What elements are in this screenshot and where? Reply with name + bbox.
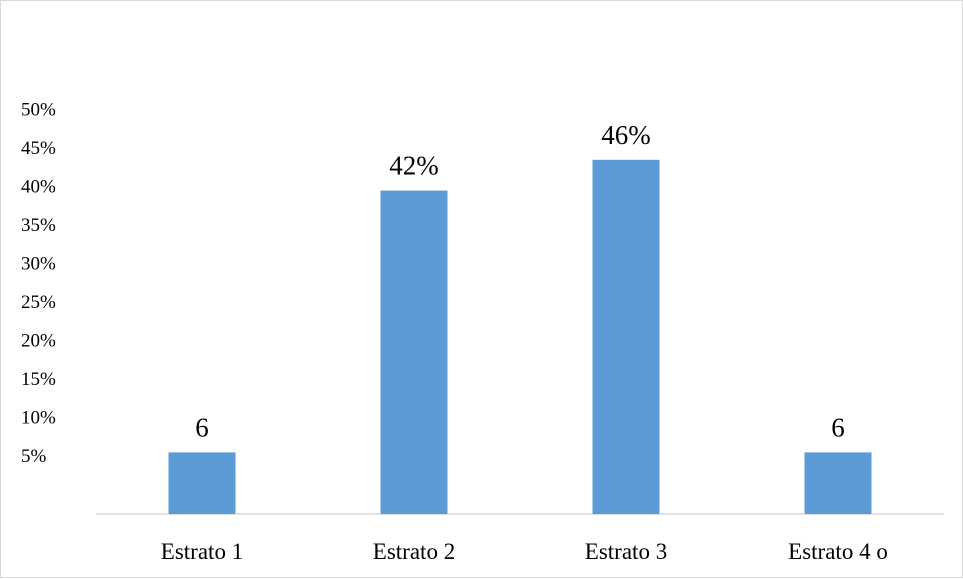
category-label: Estrato 1 (161, 539, 243, 564)
data-label: 6 (195, 412, 209, 442)
y-tick-label: 30% (21, 253, 56, 274)
category-label: Estrato 2 (373, 539, 455, 564)
y-tick-label: 50% (21, 99, 56, 120)
y-tick-label: 10% (21, 407, 56, 428)
y-tick-label: 15% (21, 369, 56, 390)
bar (592, 159, 660, 515)
category-labels: Estrato 1 Estrato 2 Estrato 3 Estrato 4 o (161, 539, 888, 564)
category-label: Estrato 3 (585, 539, 667, 564)
y-tick-label: 20% (21, 330, 56, 351)
bar (380, 190, 448, 514)
category-label: Estrato 4 o (788, 539, 888, 564)
y-tick-label: 25% (21, 292, 56, 313)
y-tick-label: 5% (21, 446, 47, 467)
bar (168, 452, 236, 514)
y-tick-label: 35% (21, 215, 56, 236)
y-axis-ticks: 5% 10% 15% 20% 25% 30% 35% 40% 45% 50% (21, 99, 56, 467)
y-tick-label: 40% (21, 176, 56, 197)
data-label: 46% (601, 120, 651, 150)
data-label: 42% (389, 151, 439, 181)
bar (804, 452, 872, 514)
data-labels: 6 42% 46% 6 (195, 120, 845, 443)
bars (168, 159, 872, 515)
y-tick-label: 45% (21, 138, 56, 159)
data-label: 6 (831, 412, 845, 442)
